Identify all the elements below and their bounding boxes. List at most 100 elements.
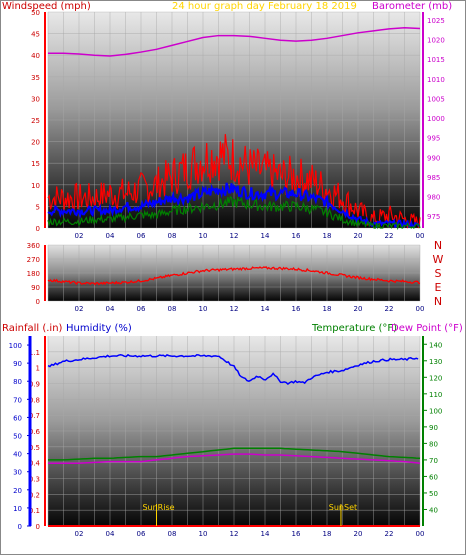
windspeed-axis-label: Windspeed (mph) — [2, 1, 91, 12]
x-tick-label: 12 — [230, 305, 239, 313]
left-tick-label: 0 — [36, 225, 40, 233]
x-tick-label: 04 — [106, 305, 115, 313]
x-tick-label: 18 — [323, 305, 332, 313]
wind-panel-series — [47, 26, 421, 231]
right-tick-label: 985 — [427, 174, 440, 182]
sunrise-label: SunRise — [142, 503, 174, 512]
right-tick-label: 1000 — [427, 115, 445, 123]
x-tick-label: 12 — [230, 232, 239, 240]
x-tick-label: 02 — [75, 232, 84, 240]
x-tick-label: 14 — [261, 530, 270, 538]
right-tick-label: 995 — [427, 135, 440, 143]
x-tick-label: 10 — [199, 530, 208, 538]
direction-tick-label: 180 — [27, 270, 40, 278]
x-tick-label: 10 — [199, 305, 208, 313]
x-tick-label: 00 — [416, 530, 425, 538]
rain-tick-label: 0.9 — [29, 381, 40, 389]
rain-tick-label: 0.6 — [29, 428, 41, 436]
left-tick-label: 45 — [31, 31, 40, 39]
direction-tick-label: 360 — [27, 242, 40, 250]
temperature-tick-label: 50 — [429, 490, 438, 498]
temperature-tick-label: 120 — [429, 374, 442, 382]
left-tick-label: 10 — [31, 182, 40, 190]
right-tick-label: 990 — [427, 154, 440, 162]
x-tick-label: 20 — [354, 530, 363, 538]
temperature-tick-label: 90 — [429, 424, 438, 432]
temperature-tick-label: 60 — [429, 473, 438, 481]
rain-tick-label: 0.7 — [29, 412, 40, 420]
direction-tick-label: 0 — [36, 298, 40, 306]
dewpoint-line — [48, 453, 421, 464]
x-tick-label: 02 — [75, 305, 84, 313]
x-tick-label: 16 — [292, 530, 301, 538]
right-tick-label: 1010 — [427, 76, 445, 84]
humidity-tick-label: 10 — [13, 505, 22, 513]
right-tick-label: 1025 — [427, 17, 445, 25]
rainfall-axis-label: Rainfall (.in) — [2, 323, 63, 334]
compass-label: E — [435, 281, 442, 294]
temperature-panel-grid — [47, 336, 421, 527]
rain-tick-label: 1.1 — [29, 349, 40, 357]
barometer-line — [48, 26, 421, 57]
humidity-tick-label: 90 — [13, 360, 22, 368]
temperature-tick-label: 110 — [429, 391, 442, 399]
x-tick-label: 16 — [292, 232, 301, 240]
graph-title: 24 hour graph day February 18 2019 — [172, 1, 357, 12]
rain-tick-label: 0.8 — [29, 396, 40, 404]
x-tick-label: 20 — [354, 305, 363, 313]
x-tick-label: 00 — [416, 305, 425, 313]
rain-tick-label: 0.4 — [29, 460, 41, 468]
humidity-tick-label: 70 — [13, 396, 22, 404]
rain-tick-label: 0.5 — [29, 444, 40, 452]
left-tick-label: 30 — [31, 95, 40, 103]
rain-tick-label: 0.2 — [29, 491, 40, 499]
x-tick-label: 14 — [261, 232, 270, 240]
x-tick-label: 04 — [106, 232, 115, 240]
humidity-tick-label: 80 — [13, 378, 22, 386]
left-tick-label: 25 — [31, 117, 40, 125]
x-tick-label: 08 — [168, 530, 177, 538]
x-tick-label: 12 — [230, 530, 239, 538]
rain-tick-label: 1 — [36, 365, 40, 373]
temperature-tick-label: 70 — [429, 457, 438, 465]
direction-panel-series — [47, 266, 421, 286]
x-tick-label: 14 — [261, 305, 270, 313]
humidity-tick-label: 30 — [13, 469, 22, 477]
temperature-tick-label: 80 — [429, 440, 438, 448]
left-tick-label: 50 — [31, 9, 40, 17]
wind-speed-line — [47, 195, 421, 231]
humidity-tick-label: 100 — [9, 342, 22, 350]
temperature-line — [48, 447, 421, 461]
temperature-tick-label: 140 — [429, 341, 442, 349]
rain-tick-label: 0.3 — [29, 476, 40, 484]
wind-gust-line — [47, 134, 421, 229]
humidity-axis-label: Humidity (%) — [66, 323, 132, 334]
right-tick-label: 980 — [427, 194, 440, 202]
compass-label: N — [434, 239, 442, 252]
left-tick-label: 20 — [31, 139, 40, 147]
right-tick-label: 1005 — [427, 95, 445, 103]
humidity-tick-label: 60 — [13, 414, 22, 422]
humidity-line — [47, 353, 419, 385]
humidity-tick-label: 50 — [13, 433, 22, 441]
left-tick-label: 5 — [36, 203, 40, 211]
right-tick-label: 1015 — [427, 56, 445, 64]
compass-label: S — [435, 267, 442, 280]
left-tick-label: 35 — [31, 74, 40, 82]
dewpoint-axis-label: Dew Point (°F) — [391, 323, 463, 334]
x-tick-label: 18 — [323, 232, 332, 240]
x-tick-label: 10 — [199, 232, 208, 240]
temperature-panel-series — [47, 353, 421, 527]
x-tick-label: 06 — [137, 305, 146, 313]
temperature-tick-label: 100 — [429, 407, 442, 415]
x-tick-label: 18 — [323, 530, 332, 538]
direction-tick-label: 90 — [31, 284, 40, 292]
sunset-label: SunSet — [329, 503, 357, 512]
right-tick-label: 975 — [427, 213, 440, 221]
humidity-tick-label: 0 — [18, 523, 22, 531]
humidity-tick-label: 20 — [13, 487, 22, 495]
temperature-axis-label: Temperature (°F) — [311, 323, 397, 334]
wind-panel-axes: 0510152025303540455097598098599099510001… — [31, 9, 445, 240]
x-tick-label: 04 — [106, 530, 115, 538]
